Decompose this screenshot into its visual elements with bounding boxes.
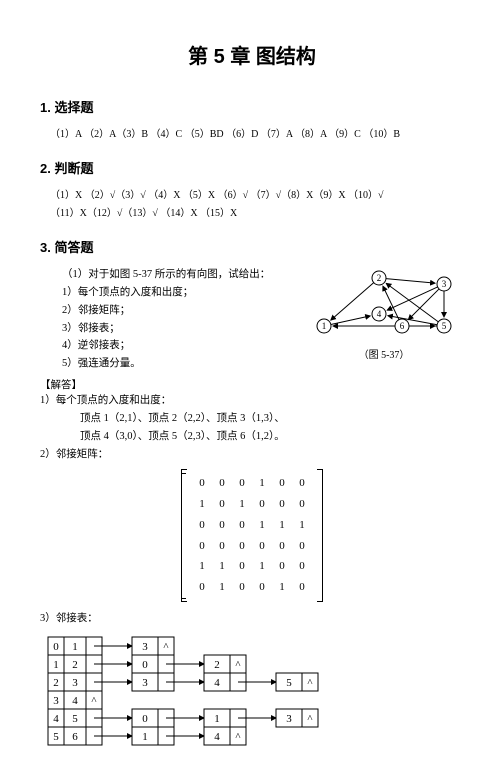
a1-line1: 顶点 1（2,1）、顶点 2（2,2）、顶点 3（1,3）、 [80,410,464,428]
svg-text:5: 5 [72,713,78,725]
svg-text:5: 5 [53,731,59,743]
svg-text:4: 4 [53,713,59,725]
svg-text:3: 3 [142,641,148,653]
judge-answers: （1）X （2）√（3）√ （4）X （5）X （6）√ （7）√（8）X（9）… [50,187,464,223]
a2-head: 2）邻接矩阵： [40,449,108,460]
svg-text:4: 4 [214,731,220,743]
svg-text:2: 2 [377,273,382,283]
svg-text:5: 5 [442,321,447,331]
svg-text:1: 1 [53,659,59,671]
svg-text:1: 1 [142,731,148,743]
q1-block: （1）对于如图 5-37 所示的有向图，试给出： 1）每个顶点的入度和出度； 2… [62,266,296,373]
svg-text:^: ^ [307,677,313,689]
figure-caption: （图 5-37） [359,350,410,361]
svg-text:^: ^ [307,713,313,725]
svg-text:^: ^ [235,659,241,671]
q1-sub4: 4）逆邻接表； [62,337,296,355]
q1-sub5: 5）强连通分量。 [62,355,296,373]
q1-sub1: 1）每个顶点的入度和出度； [62,284,296,302]
svg-text:^: ^ [91,695,97,707]
a1-line2: 顶点 4（3,0）、顶点 5（2,3）、顶点 6（1,2）。 [80,428,464,446]
figure-5-37: 1 2 3 4 5 6 （图 5-37） [304,266,464,361]
svg-text:4: 4 [72,695,78,707]
adjacency-matrix: 000100101000000111000000110100010010 [181,469,323,601]
svg-text:1: 1 [322,321,327,331]
svg-text:2: 2 [53,677,59,689]
choice-answers: （1）A （2）A（3）B （4）C （5）BD （6）D （7）A （8）A … [50,126,464,144]
svg-text:6: 6 [72,731,78,743]
svg-text:3: 3 [72,677,78,689]
page-title: 第 5 章 图结构 [40,40,464,69]
svg-text:5: 5 [286,677,292,689]
svg-text:4: 4 [377,309,382,319]
svg-text:6: 6 [400,321,405,331]
svg-text:1: 1 [214,713,220,725]
svg-text:3: 3 [53,695,59,707]
solution-body: 1）每个顶点的入度和出度： 顶点 1（2,1）、顶点 2（2,2）、顶点 3（1… [40,392,464,627]
section-judge-heading: 2. 判断题 [40,158,464,177]
section-choice-heading: 1. 选择题 [40,97,464,116]
section-short-heading: 3. 简答题 [40,237,464,256]
svg-text:^: ^ [235,731,241,743]
svg-text:0: 0 [142,713,148,725]
q1-sub2: 2）邻接矩阵； [62,302,296,320]
a3-head: 3）邻接表： [40,613,98,624]
svg-text:2: 2 [214,659,220,671]
svg-text:3: 3 [142,677,148,689]
adjacency-list: 0 1 3 ^ 1 2 0 2 ^ 2 3 3 4 5 ^ 3 4 ^ 4 5 0 1 3 ^ 5 6 1 4 ^ [44,633,464,763]
svg-text:3: 3 [286,713,292,725]
svg-text:0: 0 [142,659,148,671]
svg-text:4: 4 [214,677,220,689]
a1-head: 1）每个顶点的入度和出度： [40,395,171,406]
solution-heading: 【解答】 [40,377,464,392]
svg-text:3: 3 [442,279,447,289]
svg-text:2: 2 [72,659,78,671]
svg-text:^: ^ [163,641,169,653]
svg-text:0: 0 [53,641,59,653]
svg-text:1: 1 [72,641,78,653]
q1-sub3: 3）邻接表； [62,320,296,338]
q1-stem: （1）对于如图 5-37 所示的有向图，试给出： [62,266,296,284]
